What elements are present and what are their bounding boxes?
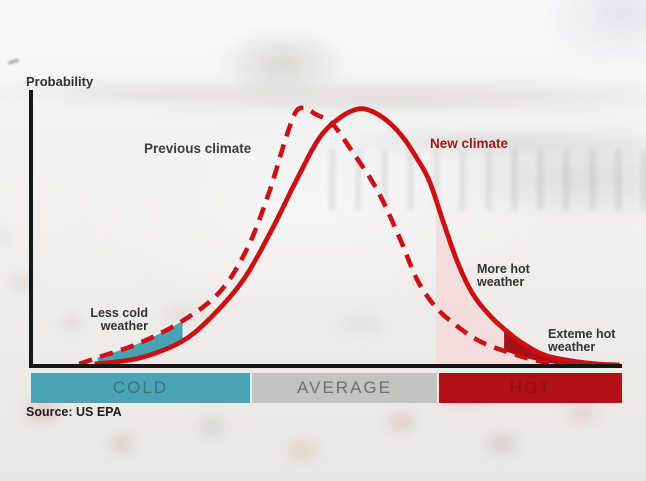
annotation-line: Exteme hot — [548, 327, 616, 341]
new-climate-label: New climate — [430, 136, 509, 151]
axis-band-label: HOT — [509, 378, 552, 397]
new-climate-curve — [94, 106, 620, 368]
region-extreme-hot-fill — [504, 328, 620, 365]
annotation-line: Less cold — [90, 306, 148, 320]
axis-band-cold: COLD — [31, 373, 250, 403]
y-axis-label: Probability — [26, 74, 94, 89]
region-more-hot-fill — [436, 200, 561, 365]
x-axis-line — [29, 364, 622, 368]
axis-band-average: AVERAGE — [252, 373, 437, 403]
region-less-cold-fill — [97, 320, 183, 364]
annotation-less-cold-weather: Less cold weather — [64, 307, 148, 332]
axis-band-label: COLD — [112, 378, 169, 397]
axis-band-label: AVERAGE — [297, 378, 392, 397]
previous-climate-curve — [78, 105, 565, 368]
previous-climate-label: Previous climate — [144, 141, 252, 156]
annotation-line: weather — [548, 339, 596, 354]
annotation-line: More hot — [477, 262, 530, 276]
source-note: Source: US EPA — [26, 405, 122, 419]
x-axis-bands: COLD AVERAGE HOT — [31, 373, 622, 403]
annotation-extreme-hot-weather: Exteme hot weather — [548, 328, 615, 353]
y-axis-line — [29, 90, 33, 368]
annotation-line: weather — [477, 274, 525, 289]
axis-band-hot: HOT — [439, 373, 622, 403]
annotation-line: weather — [100, 318, 148, 333]
annotation-more-hot-weather: More hot weather — [477, 263, 530, 288]
